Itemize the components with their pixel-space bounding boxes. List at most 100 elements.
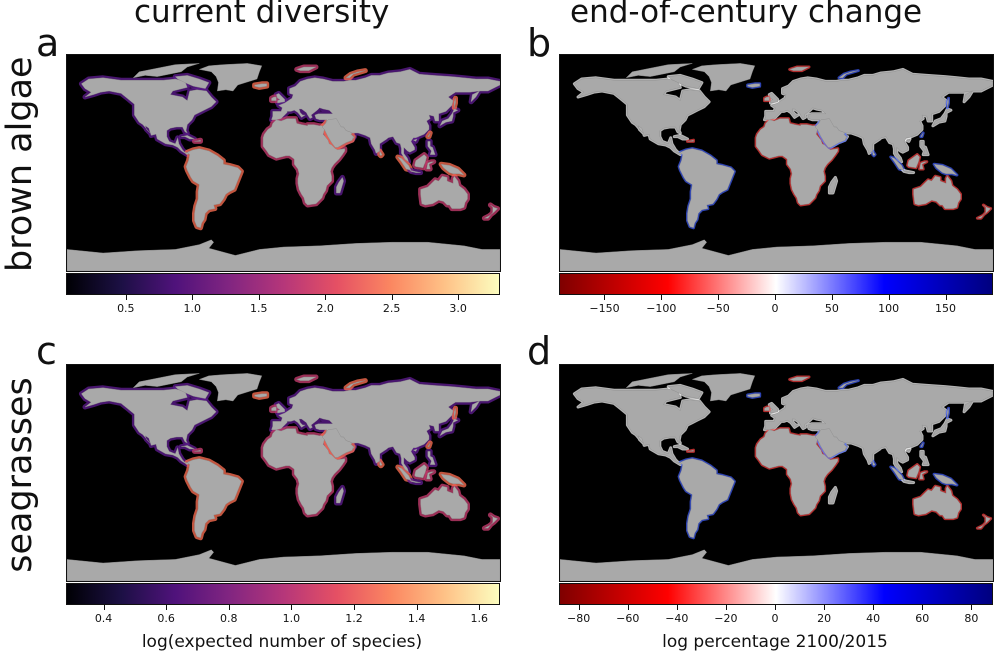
landmass-australia [420, 485, 468, 519]
landmass-south-america [678, 458, 735, 539]
landmass-australia [913, 175, 961, 209]
landmass-japan [439, 418, 459, 437]
landmass-hainan [905, 448, 911, 452]
colorbar-tick-label: 3.0 [449, 302, 467, 315]
column-title-current-diversity: current diversity [134, 0, 390, 30]
colorbar-tick [971, 605, 973, 610]
colorbar-tick [725, 605, 727, 610]
landmass-java [902, 479, 914, 483]
landmass-philippines [427, 451, 436, 465]
landmass-iceland [254, 393, 267, 398]
landmass-hispaniola [687, 139, 694, 142]
landmass-japan [932, 108, 952, 127]
colorbar-tick-label: 80 [964, 612, 979, 625]
landmass-novaya-zemlya [345, 380, 366, 388]
colorbar-a [66, 273, 500, 295]
landmass-canada-arctic [625, 63, 693, 79]
landmass-java [409, 169, 421, 173]
row-title-brown-algae: brown algae [0, 56, 40, 272]
colorbar-tick [718, 295, 720, 300]
landmass-sri-lanka [379, 460, 383, 467]
landmass-hainan [905, 138, 911, 142]
colorbar-tick-label: 40 [866, 612, 881, 625]
landmass-uk [276, 403, 285, 414]
landmass-africa [755, 428, 838, 516]
landmass-ireland [764, 96, 770, 101]
landmass-svalbard [789, 376, 810, 381]
landmass-canada-arctic [625, 373, 693, 389]
landmass-sakhalin [947, 408, 949, 418]
landmass-sakhalin [454, 408, 456, 418]
landmass-ireland [271, 406, 277, 411]
landmass-madagascar [829, 486, 837, 504]
landmass-north-america [81, 387, 217, 465]
landmass-sumatra [397, 466, 412, 481]
landmass-australia [913, 485, 961, 519]
colorbar-tick-label: 0.6 [157, 612, 175, 625]
colorbar-tick-label: 1.2 [345, 612, 363, 625]
colorbar-tick-label: 50 [824, 302, 839, 315]
colorbar-tick [228, 605, 230, 610]
landmass-sakhalin [454, 98, 456, 108]
landmass-south-america [185, 458, 242, 539]
landmass-europe-asia [764, 379, 993, 473]
landmass-japan [439, 108, 459, 127]
landmass-canada-arctic [132, 63, 200, 79]
landmass-sri-lanka [872, 460, 876, 467]
landmass-java [902, 169, 914, 173]
colorbar-tick-label: 1.0 [282, 612, 301, 625]
landmass-hispaniola [194, 449, 201, 452]
landmass-iceland [747, 83, 760, 88]
landmass-ireland [764, 406, 770, 411]
landmass-uk [769, 403, 778, 414]
colorbar-tick-label: 2.0 [316, 302, 334, 315]
colorbar-label-current-diversity: log(expected number of species) [141, 632, 423, 652]
landmass-ireland [271, 96, 277, 101]
colorbar-tick [325, 295, 327, 300]
landmass-arabia-fill [814, 118, 847, 148]
landmass-svalbard [296, 66, 317, 71]
colorbar-tick [831, 295, 833, 300]
landmass-sumatra [397, 156, 412, 171]
world-map [67, 55, 500, 271]
landmass-taiwan [427, 132, 431, 137]
landmass-hispaniola [194, 139, 201, 142]
landmass-arabia-fill [321, 118, 354, 148]
world-map [560, 55, 993, 271]
colorbar-tick-label: 1.6 [470, 612, 488, 625]
landmass-borneo [907, 154, 920, 169]
colorbar-tick [192, 295, 194, 300]
landmass-africa [755, 118, 838, 206]
landmass-philippines [920, 141, 929, 155]
colorbar-tick-label: 150 [935, 302, 957, 315]
landmass-novaya-zemlya [838, 380, 859, 388]
landmass-novaya-zemlya [838, 70, 859, 78]
landmass-cuba [181, 445, 195, 450]
landmass-sulawesi [426, 161, 434, 170]
landmass-sakhalin [947, 98, 949, 108]
landmass-borneo [907, 464, 920, 479]
landmass-baffin [667, 75, 703, 89]
landmass-north-america [574, 387, 710, 465]
landmass-hispaniola [687, 449, 694, 452]
map-panel-a [66, 54, 501, 272]
landmass-borneo [414, 154, 427, 169]
colorbar-tick-label: 0.5 [117, 302, 135, 315]
landmass-new-zealand [977, 514, 991, 529]
colorbar-tick [416, 605, 418, 610]
colorbar-tick-label: −40 [665, 612, 689, 625]
landmass-new-guinea [440, 473, 465, 486]
colorbar-tick [888, 295, 890, 300]
landmass-africa [262, 118, 345, 206]
landmass-iceland [254, 83, 267, 88]
colorbar-tick-label: 0.8 [220, 612, 238, 625]
world-map [560, 365, 993, 581]
map-panel-d [559, 364, 994, 582]
landmass-africa [262, 428, 345, 516]
colorbar-tick [578, 605, 580, 610]
colorbar-tick-label: −50 [706, 302, 730, 315]
landmass-antarctica [67, 549, 500, 581]
colorbar-tick [291, 605, 293, 610]
landmass-canada-arctic [132, 373, 200, 389]
colorbar-tick-label: 1.4 [407, 612, 426, 625]
